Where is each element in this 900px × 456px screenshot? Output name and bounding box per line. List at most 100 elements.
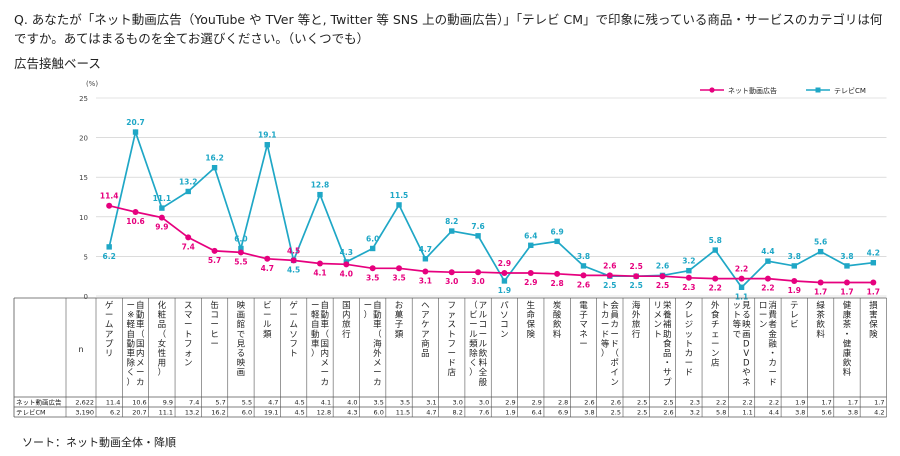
- category-label-char: 飲: [843, 358, 852, 369]
- category-label-char: ー: [210, 339, 219, 349]
- table-cell-net: 2.2: [769, 399, 779, 407]
- category-label-char: ー: [289, 311, 298, 321]
- net-point: [606, 272, 613, 279]
- category-label-char: 自: [136, 300, 145, 311]
- tv-data-label: 4.7: [419, 245, 432, 254]
- category-label-char: 飲: [816, 319, 825, 330]
- category-label-char: ア: [105, 330, 114, 340]
- category-label-char: マ: [579, 320, 588, 330]
- category-label-char: メ: [373, 359, 382, 369]
- table-cell-tv: 3.8: [795, 409, 805, 417]
- category-label-char: ビ: [469, 311, 478, 321]
- category-label-char: ッ: [685, 330, 694, 340]
- category-label: クレジットカード: [685, 301, 694, 378]
- category-label-char: ド: [685, 368, 694, 378]
- category-label-char: 内: [342, 310, 351, 321]
- y-tick-label: 15: [79, 174, 88, 182]
- table-cell-net: 1.9: [795, 399, 805, 407]
- y-tick-label: 0: [84, 293, 88, 301]
- category-label-char: 旅: [632, 319, 641, 330]
- category-label-char: ド: [610, 339, 619, 349]
- net-point: [659, 273, 666, 280]
- category-label-char: ビ: [263, 301, 272, 311]
- category-label-char: 養: [663, 310, 672, 321]
- category-label-char: 行: [342, 329, 351, 340]
- table-cell-net: 9.9: [163, 399, 173, 407]
- category-label-char: ー: [311, 301, 320, 311]
- category-label-char: ッ: [733, 301, 742, 311]
- category-label-char: ケ: [421, 320, 430, 330]
- category-label: 映画館で見る映画: [237, 300, 246, 378]
- table-cell-tv: 1.1: [742, 409, 752, 417]
- category-label-char: 生: [527, 300, 536, 311]
- category-label-char: 栄: [663, 300, 672, 311]
- table-cell-net: 10.6: [132, 399, 146, 407]
- category-label-char: 海: [632, 300, 641, 311]
- tv-point: [844, 263, 850, 269]
- category-label-char: D: [743, 339, 750, 349]
- table-cell-net: 3.5: [400, 399, 410, 407]
- table-cell-net: 1.7: [848, 399, 858, 407]
- category-label-char: 外: [632, 310, 641, 321]
- category-label-char: 類: [469, 338, 478, 349]
- category-label-char: 車: [127, 348, 136, 359]
- table-cell-tv: 5.8: [716, 409, 726, 417]
- category-label-char: る: [742, 311, 751, 321]
- category-label-char: 補: [663, 319, 672, 330]
- table-cell-net: 4.7: [268, 399, 278, 407]
- category-label-char: ト: [184, 330, 193, 340]
- category-label-char: ）: [601, 348, 610, 359]
- y-tick-label: 5: [84, 253, 88, 261]
- category-label-char: （: [136, 329, 145, 340]
- table-cell-net: 3.5: [374, 399, 384, 407]
- tv-data-label: 19.1: [258, 131, 277, 140]
- category-label-char: ー: [184, 320, 193, 330]
- table-cell-tv: 6.0: [374, 409, 384, 417]
- table-cell-tv: 3.8: [848, 409, 858, 417]
- category-label-char: 助: [663, 329, 672, 340]
- category-label-char: 茶: [843, 319, 852, 330]
- category-label-char: リ: [105, 349, 114, 359]
- net-point: [685, 274, 692, 281]
- category-label-char: コ: [479, 320, 488, 330]
- category-label-char: ヘ: [421, 301, 430, 311]
- category-label-char: 保: [527, 319, 536, 330]
- category-label-char: 軽: [127, 320, 136, 330]
- category-label-char: カ: [320, 378, 329, 388]
- table-cell-net: 5.5: [242, 399, 252, 407]
- category-label-char: ー: [768, 368, 777, 378]
- category-label-char: 類: [263, 329, 272, 340]
- table-cell-net: 1.7: [821, 399, 831, 407]
- net-data-label: 2.5: [630, 262, 643, 271]
- category-label-char: 見: [237, 339, 246, 349]
- category-label-char: ト: [654, 330, 663, 340]
- table-cell-net: 2.3: [690, 399, 700, 407]
- category-label: ヘアケア商品: [421, 301, 430, 359]
- category-label-char: リ: [654, 301, 663, 311]
- tv-data-label: 6.9: [550, 227, 563, 236]
- category-label-char: 海: [373, 338, 382, 349]
- legend-label-0: ネット動画広告: [728, 86, 777, 95]
- category-label-char: ル: [263, 320, 272, 330]
- table-cell-tv: 6.0: [242, 409, 252, 417]
- category-label-char: 除: [127, 358, 136, 369]
- category-label: 見る映画 D V D やネ: [742, 301, 751, 388]
- category-label-char: フ: [447, 339, 456, 349]
- category-label-char: （: [610, 348, 619, 359]
- net-point: [791, 277, 798, 284]
- category-label: ット等で: [733, 301, 742, 340]
- category-label-char: 映: [742, 319, 751, 330]
- table-cell-tv: 6.9: [558, 409, 568, 417]
- category-label-char: 電: [579, 301, 588, 311]
- net-point: [211, 247, 218, 254]
- category-label-char: 康: [843, 348, 852, 359]
- category-label-char: ー: [373, 368, 382, 378]
- tv-data-label: 6.0: [234, 234, 247, 243]
- category-label-char: V: [743, 349, 749, 359]
- table-cell-tv: 19.1: [264, 409, 278, 417]
- table-cell-net: 7.4: [189, 399, 199, 407]
- category-label-char: ン: [759, 320, 768, 330]
- category-label-char: 類: [395, 329, 404, 340]
- category-label-char: ビ: [790, 320, 799, 330]
- category-label: スマートフォン: [184, 301, 193, 369]
